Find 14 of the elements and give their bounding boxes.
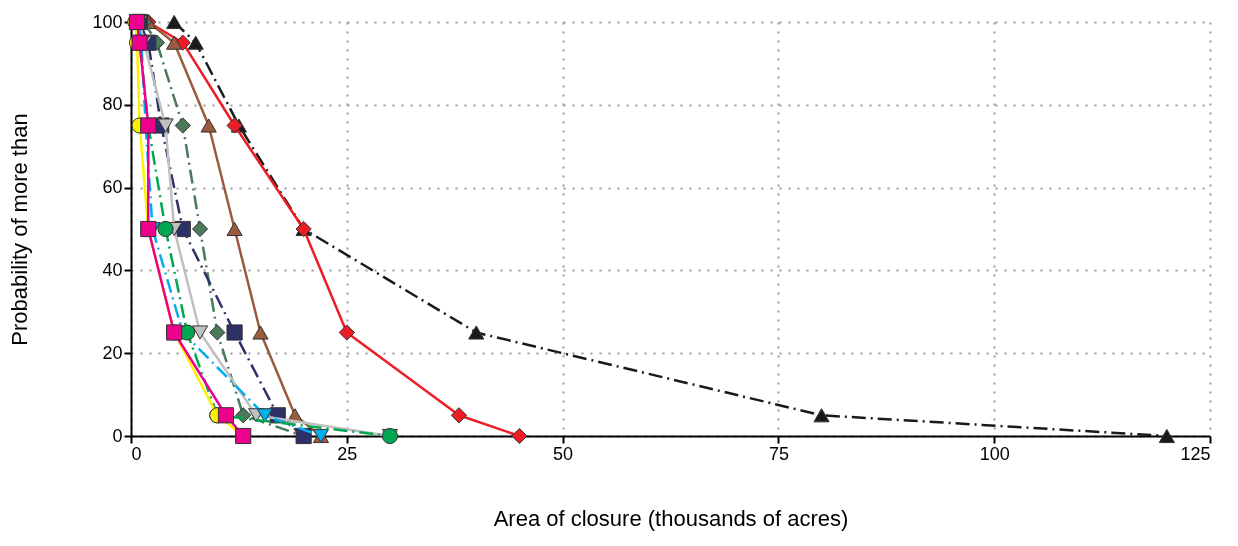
x-tick-label: 50 (553, 443, 574, 464)
y-tick-label: 20 (102, 342, 123, 363)
y-tick-label: 40 (102, 259, 123, 280)
y-axis-title: Probability of more than (6, 113, 32, 346)
x-tick-label: 0 (131, 443, 142, 464)
y-tick-label: 0 (112, 425, 123, 446)
x-tick-label: 75 (768, 443, 789, 464)
y-tick-label: 60 (102, 177, 123, 198)
x-tick-label: 100 (979, 443, 1010, 464)
x-tick-label: 125 (1180, 443, 1211, 464)
y-tick-label: 100 (92, 11, 123, 32)
y-tick-label: 80 (102, 94, 123, 115)
x-axis-title: Area of closure (thousands of acres) (493, 505, 849, 531)
x-tick-label: 25 (337, 443, 358, 464)
